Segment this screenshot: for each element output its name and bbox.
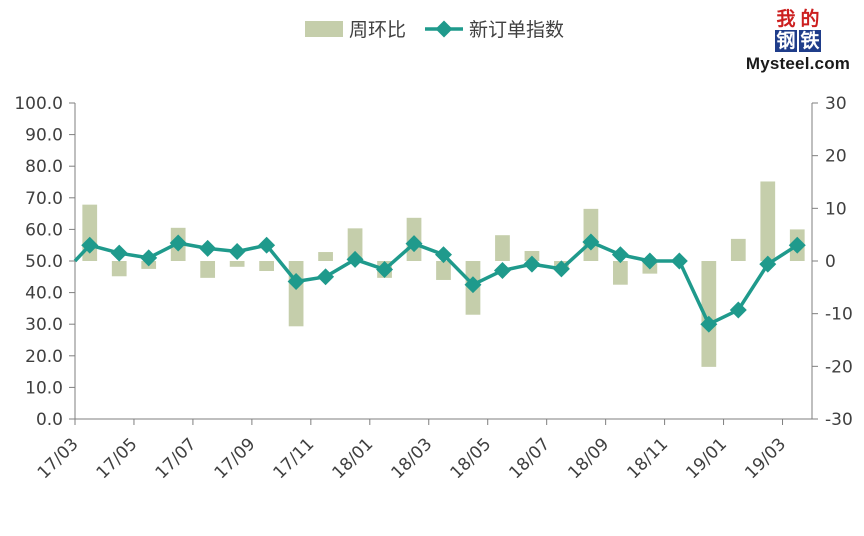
x-tick-label: 17/07 xyxy=(152,434,201,483)
left-tick-label: 0.0 xyxy=(36,410,63,430)
line-point xyxy=(464,276,482,294)
line-point xyxy=(552,260,570,278)
left-tick-label: 60.0 xyxy=(25,220,63,240)
x-tick-label: 17/05 xyxy=(93,434,142,483)
x-tick-label: 18/05 xyxy=(446,434,495,483)
line-point xyxy=(700,315,718,333)
legend-bar-label: 周环比 xyxy=(349,19,406,41)
bar xyxy=(200,261,216,278)
x-tick-label: 18/07 xyxy=(505,434,554,483)
line-point xyxy=(169,234,187,252)
bar-series xyxy=(82,181,805,367)
bar xyxy=(613,261,628,285)
bar xyxy=(701,261,717,367)
logo-text: Mysteel.com xyxy=(745,54,851,73)
line-point xyxy=(110,244,128,262)
line-point xyxy=(493,261,511,279)
mysteel-logo: 我 的 钢 铁 Mysteel.com xyxy=(740,8,856,73)
right-tick-label: 30 xyxy=(825,94,847,114)
bar xyxy=(347,228,363,261)
line-point xyxy=(788,236,806,254)
left-tick-label: 100.0 xyxy=(14,94,63,114)
right-tick-label: 0 xyxy=(825,252,836,272)
line-point xyxy=(258,236,276,254)
left-tick-label: 80.0 xyxy=(25,157,63,177)
x-tick-label: 17/09 xyxy=(211,434,260,483)
logo-char: 的 xyxy=(800,8,820,30)
left-tick-label: 40.0 xyxy=(25,284,63,304)
bar xyxy=(288,261,304,327)
line-point xyxy=(611,246,629,264)
bar xyxy=(730,238,746,261)
bar xyxy=(111,261,127,277)
x-tick-label: 18/01 xyxy=(329,434,378,483)
line-point xyxy=(729,301,747,319)
right-tick-label: -10 xyxy=(825,305,853,325)
line-point xyxy=(435,246,452,264)
left-tick-label: 50.0 xyxy=(25,252,63,272)
x-tick-label: 17/11 xyxy=(270,434,319,483)
line-series xyxy=(73,233,806,333)
right-tick-label: 20 xyxy=(825,147,847,167)
right-tick-label: 10 xyxy=(825,199,847,219)
left-tick-label: 30.0 xyxy=(25,315,63,335)
x-tick-label: 18/09 xyxy=(564,434,613,483)
legend-bar-swatch xyxy=(305,21,343,37)
line-point xyxy=(759,255,777,273)
line-point xyxy=(81,236,99,254)
bar xyxy=(495,235,510,261)
line-point xyxy=(317,268,335,286)
left-tick-label: 20.0 xyxy=(25,347,63,367)
right-tick-label: -20 xyxy=(825,357,853,377)
bar xyxy=(436,261,451,280)
line-point xyxy=(228,243,246,261)
left-tick-label: 70.0 xyxy=(25,189,63,209)
line-point xyxy=(582,233,600,251)
logo-char: 我 xyxy=(776,8,796,30)
x-tick-label: 19/01 xyxy=(682,434,731,483)
logo-char: 钢 xyxy=(775,30,797,52)
line-point xyxy=(140,249,158,267)
line-point xyxy=(376,261,394,279)
bar xyxy=(229,261,245,267)
x-tick-label: 18/11 xyxy=(623,434,672,483)
x-tick-label: 17/03 xyxy=(34,434,83,483)
line-point xyxy=(287,273,305,291)
line-point xyxy=(199,239,217,257)
legend: 周环比 新订单指数 xyxy=(305,19,564,41)
bar xyxy=(318,252,333,261)
left-tick-label: 10.0 xyxy=(25,378,63,398)
line-point xyxy=(641,252,659,270)
legend-line-label: 新订单指数 xyxy=(469,19,564,41)
left-tick-label: 90.0 xyxy=(25,126,63,146)
bar xyxy=(259,261,274,272)
right-tick-label: -30 xyxy=(825,410,853,430)
line-point xyxy=(346,250,364,268)
legend-line-marker xyxy=(435,20,453,38)
line-point xyxy=(405,235,423,253)
bar xyxy=(760,181,776,261)
line-point xyxy=(670,252,688,270)
line-point xyxy=(523,255,541,273)
x-tick-label: 18/03 xyxy=(388,434,437,483)
x-tick-label: 19/03 xyxy=(741,434,790,483)
logo-char: 铁 xyxy=(799,30,821,52)
axes: 0.0 10.0 20.0 30.0 40.0 50.0 60.0 70.0 80.0 90.0 1… xyxy=(14,94,852,483)
